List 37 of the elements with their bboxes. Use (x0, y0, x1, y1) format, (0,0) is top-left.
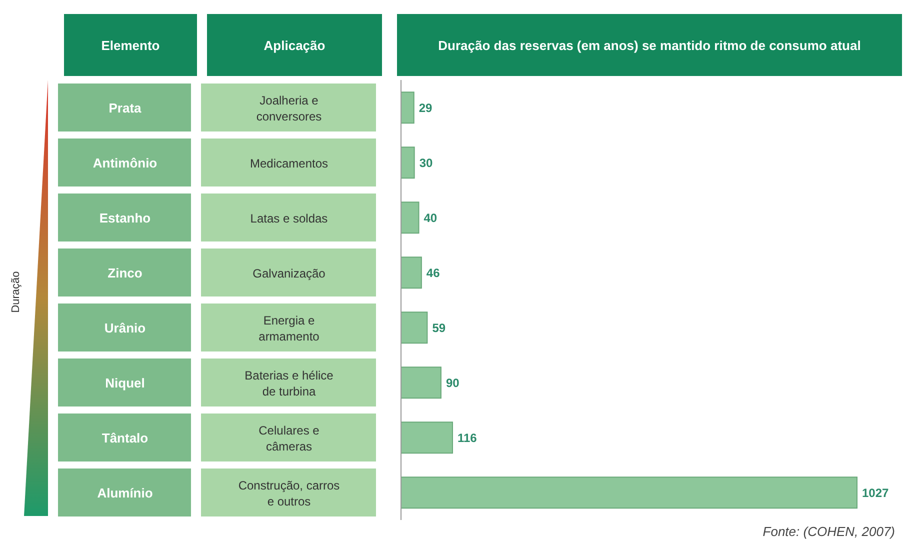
y-tick-label: Prata (108, 100, 142, 116)
data-label: 90 (446, 376, 460, 390)
y-tick-label: Tântalo (102, 430, 148, 446)
text: Elemento (64, 14, 197, 76)
y-tick-label: Zinco (108, 266, 142, 280)
data-label: 40 (424, 210, 438, 225)
data-label: 46 (426, 266, 440, 280)
text: Aplicação (207, 14, 382, 76)
bar (400, 146, 415, 179)
y-tick-label: Niquel (105, 376, 145, 390)
data-label: 1027 (862, 486, 890, 500)
text: Baterias e hélice de turbina (244, 368, 334, 398)
y-tick-label: Urânio (104, 320, 146, 336)
bar (400, 202, 420, 234)
bar (400, 312, 428, 344)
text: Celulares e câmeras (258, 424, 320, 454)
text: Construção, carros e outros (238, 478, 340, 508)
chart-title: Duração das reservas (em anos) se mantido ritmo de consumo atual (397, 14, 902, 76)
text: Energia e armamento (258, 314, 320, 344)
data-label: 116 (458, 430, 478, 445)
text: Duração (10, 270, 22, 315)
y-tick-label: Estanho (99, 210, 151, 226)
data-label: 30 (419, 156, 433, 170)
data-label: 59 (432, 320, 446, 335)
text: Galvanização (252, 266, 326, 280)
text: Latas e soldas (250, 212, 328, 226)
bar (400, 476, 858, 509)
bar (400, 256, 422, 289)
source-note: Fonte: (COHEN, 2007) (762, 524, 895, 539)
bar (400, 366, 442, 399)
y-tick-label: Antimônio (92, 156, 158, 170)
text: Medicamentos (250, 156, 328, 170)
bar (400, 422, 454, 454)
y-tick-label: Alumínio (97, 486, 153, 500)
bar (400, 92, 414, 124)
text: Joalheria e conversores (256, 94, 322, 124)
data-label: 29 (418, 100, 433, 115)
